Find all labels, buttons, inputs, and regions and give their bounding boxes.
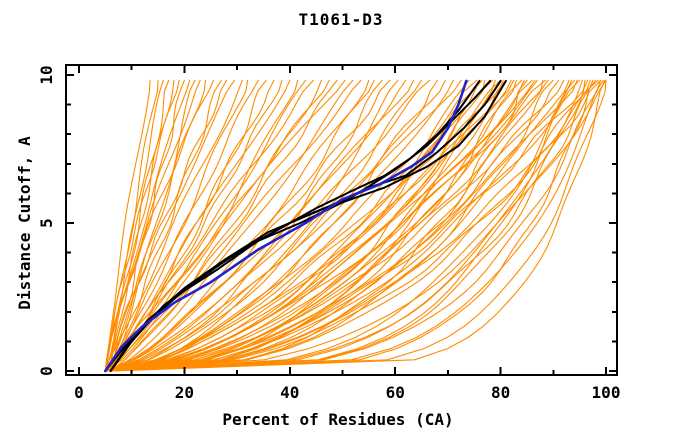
prediction-curve (110, 79, 496, 372)
prediction-curve (110, 79, 462, 372)
x-tick-label: 80 (491, 383, 510, 402)
prediction-curve (104, 79, 454, 372)
model-blue (104, 79, 468, 373)
prediction-curve (110, 79, 560, 372)
prediction-curve (110, 79, 354, 372)
prediction-curve (104, 79, 504, 372)
prediction-curve (110, 79, 586, 372)
prediction-curve (110, 79, 307, 372)
prediction-curve (104, 79, 228, 372)
prediction-curve (104, 79, 602, 372)
prediction-curve (110, 79, 604, 372)
prediction-curve (104, 79, 546, 372)
prediction-curve (104, 79, 249, 372)
y-axis-label: Distance Cutoff, A (15, 136, 34, 310)
x-tick-label: 100 (592, 383, 621, 402)
prediction-curve (110, 79, 589, 372)
prediction-curve (104, 79, 491, 372)
x-tick-label: 40 (280, 383, 299, 402)
prediction-curve (104, 79, 170, 372)
prediction-curve (104, 79, 375, 372)
x-tick-label: 0 (74, 383, 84, 402)
prediction-curve (104, 79, 565, 372)
prediction-curve (110, 79, 236, 372)
prediction-curve (104, 79, 346, 372)
prediction-curve (104, 79, 594, 372)
chart-title: T1061-D3 (298, 10, 383, 29)
prediction-curve (104, 79, 180, 372)
prediction-curve (104, 79, 315, 372)
prediction-curve (110, 79, 446, 372)
y-tick-label: 10 (37, 65, 56, 84)
prediction-curve (104, 79, 570, 372)
prediction-curve (104, 79, 583, 372)
prediction-curve (110, 79, 415, 372)
curves-layer (104, 79, 607, 373)
prediction-curve (110, 79, 259, 372)
prediction-curve (104, 79, 523, 372)
x-tick-label: 20 (175, 383, 194, 402)
axes-layer: 0 20 40 60 80 100 0 5 10 (37, 64, 621, 402)
prediction-curve (104, 79, 214, 372)
prediction-curve (110, 79, 478, 372)
prediction-curve (110, 79, 525, 372)
prediction-curve (110, 79, 607, 372)
prediction-curve (104, 79, 602, 372)
x-axis-label: Percent of Residues (CA) (222, 410, 453, 429)
prediction-curve (104, 79, 581, 372)
prediction-curve (110, 79, 399, 372)
prediction-curve (110, 79, 164, 372)
prediction-curve (104, 79, 423, 372)
prediction-curve (110, 79, 536, 372)
prediction-curve (110, 79, 291, 372)
prediction-curve (110, 79, 575, 372)
x-tick-label: 60 (386, 383, 405, 402)
prediction-curve (104, 79, 391, 372)
prediction-curve (110, 79, 606, 372)
prediction-curve (110, 79, 338, 372)
prediction-curve (104, 79, 243, 372)
prediction-curve (110, 79, 517, 372)
prediction-curve (110, 79, 185, 372)
prediction-curve (104, 79, 362, 372)
prediction-curve (110, 79, 322, 372)
y-tick-label: 5 (37, 218, 56, 228)
y-tick-label: 0 (37, 366, 56, 376)
prediction-curve (104, 79, 470, 372)
prediction-curve (110, 79, 431, 372)
prediction-curve (104, 79, 573, 372)
prediction-curve (110, 79, 578, 372)
prediction-curve (104, 79, 201, 372)
prediction-curve (104, 79, 544, 372)
prediction-curve (104, 79, 554, 372)
prediction-curve (104, 79, 151, 372)
